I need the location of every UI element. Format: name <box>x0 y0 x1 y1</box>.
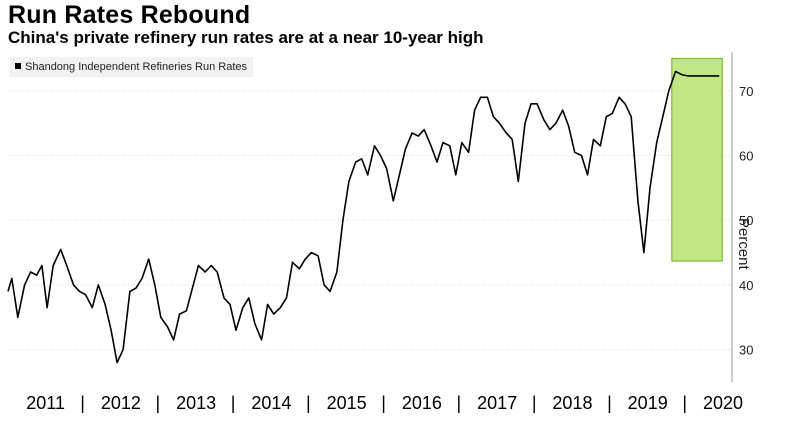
y-tick-label: 30 <box>739 343 753 358</box>
x-tick-label: 2017 <box>477 393 518 413</box>
x-tick-label: 2019 <box>627 393 668 413</box>
legend-swatch <box>15 63 21 70</box>
x-tick-separator: | <box>682 393 688 413</box>
x-tick-label: 2012 <box>100 393 141 413</box>
legend-label: Shandong Independent Refineries Run Rate… <box>25 61 247 73</box>
x-tick-separator: | <box>80 393 85 413</box>
y-tick-label: 40 <box>739 278 753 293</box>
y-tick-label: 70 <box>739 84 753 99</box>
x-tick-separator: | <box>456 393 462 413</box>
plot-area: 30 40 50 60 70 <box>7 52 753 382</box>
series-line <box>7 70 720 364</box>
x-tick-separator: | <box>607 393 612 413</box>
x-tick-label: 2016 <box>401 393 442 413</box>
x-tick-label: 2011 <box>26 393 65 413</box>
x-tick-label: 2020 <box>702 393 743 413</box>
x-tick-separator: | <box>230 393 236 413</box>
x-tick-label: 2015 <box>326 393 367 413</box>
x-tick-label: 2018 <box>552 393 593 413</box>
x-tick-separator: | <box>155 393 161 413</box>
x-tick-separator: | <box>381 393 386 413</box>
y-axis-label: Percent <box>735 218 752 270</box>
x-tick-separator: | <box>531 393 537 413</box>
y-tick-label: 50 <box>739 213 753 228</box>
x-tick-label: 2013 <box>176 393 217 413</box>
highlight-box <box>671 57 723 262</box>
chart-subtitle: China's private refinery run rates are a… <box>8 28 484 47</box>
y-tick-label: 60 <box>739 149 753 164</box>
x-tick-label: 2014 <box>251 393 292 413</box>
legend: Shandong Independent Refineries Run Rate… <box>10 57 253 77</box>
chart-title: Run Rates Rebound <box>8 1 251 29</box>
x-tick-separator: | <box>306 393 311 413</box>
